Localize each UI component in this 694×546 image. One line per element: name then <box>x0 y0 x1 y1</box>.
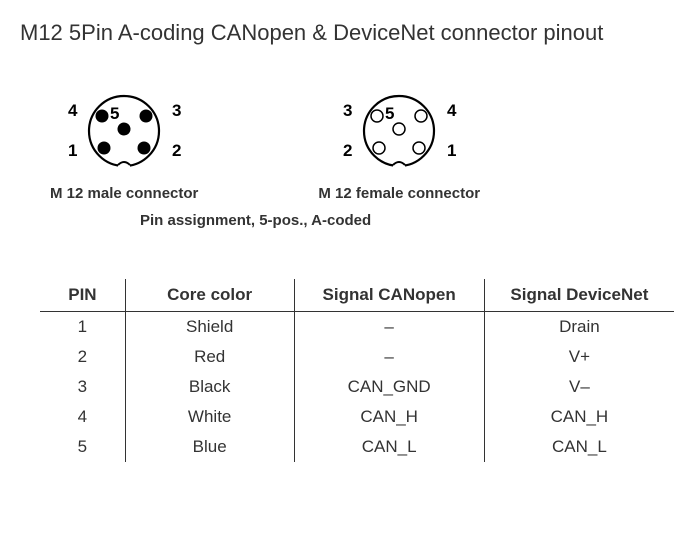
table-row: 3BlackCAN_GNDV– <box>40 372 674 402</box>
svg-text:2: 2 <box>343 141 352 160</box>
male-connector-block: 1 2 3 4 5 M 12 male connector <box>50 86 198 202</box>
male-connector-label: M 12 male connector <box>50 185 198 202</box>
col-header-devicenet: Signal DeviceNet <box>484 279 674 312</box>
table-cell: CAN_L <box>484 432 674 462</box>
svg-text:1: 1 <box>68 141 77 160</box>
pin-assignment-subtitle: Pin assignment, 5-pos., A-coded <box>140 212 674 229</box>
col-header-pin: PIN <box>40 279 125 312</box>
table-cell: 3 <box>40 372 125 402</box>
svg-text:3: 3 <box>172 101 181 120</box>
svg-text:1: 1 <box>447 141 456 160</box>
table-cell: CAN_H <box>294 402 484 432</box>
table-cell: 1 <box>40 312 125 343</box>
svg-text:2: 2 <box>172 141 181 160</box>
female-connector-label: M 12 female connector <box>318 185 480 202</box>
female-connector-diagram: 1 2 3 4 5 <box>329 86 469 181</box>
table-cell: Shield <box>125 312 294 343</box>
table-row: 4WhiteCAN_HCAN_H <box>40 402 674 432</box>
table-cell: Red <box>125 342 294 372</box>
table-cell: V+ <box>484 342 674 372</box>
table-cell: Black <box>125 372 294 402</box>
table-row: 1Shield–Drain <box>40 312 674 343</box>
table-cell: CAN_H <box>484 402 674 432</box>
svg-text:5: 5 <box>385 104 394 123</box>
table-cell: 2 <box>40 342 125 372</box>
table-cell: CAN_L <box>294 432 484 462</box>
table-cell: White <box>125 402 294 432</box>
table-cell: Blue <box>125 432 294 462</box>
svg-text:4: 4 <box>447 101 457 120</box>
female-connector-block: 1 2 3 4 5 M 12 female connector <box>318 86 480 202</box>
page-title: M12 5Pin A-coding CANopen & DeviceNet co… <box>20 20 674 46</box>
table-row: 5BlueCAN_LCAN_L <box>40 432 674 462</box>
svg-text:3: 3 <box>343 101 352 120</box>
table-header-row: PIN Core color Signal CANopen Signal Dev… <box>40 279 674 312</box>
table-cell: – <box>294 342 484 372</box>
table-cell: Drain <box>484 312 674 343</box>
table-row: 2Red–V+ <box>40 342 674 372</box>
table-cell: 5 <box>40 432 125 462</box>
table-cell: CAN_GND <box>294 372 484 402</box>
svg-text:4: 4 <box>68 101 78 120</box>
svg-text:5: 5 <box>110 104 119 123</box>
male-connector-diagram: 1 2 3 4 5 <box>54 86 194 181</box>
table-cell: – <box>294 312 484 343</box>
pinout-table: PIN Core color Signal CANopen Signal Dev… <box>40 279 674 462</box>
table-cell: V– <box>484 372 674 402</box>
table-cell: 4 <box>40 402 125 432</box>
connectors-row: 1 2 3 4 5 M 12 male connector 1 2 3 4 5 M 12 fem… <box>50 86 674 202</box>
col-header-corecolor: Core color <box>125 279 294 312</box>
col-header-canopen: Signal CANopen <box>294 279 484 312</box>
